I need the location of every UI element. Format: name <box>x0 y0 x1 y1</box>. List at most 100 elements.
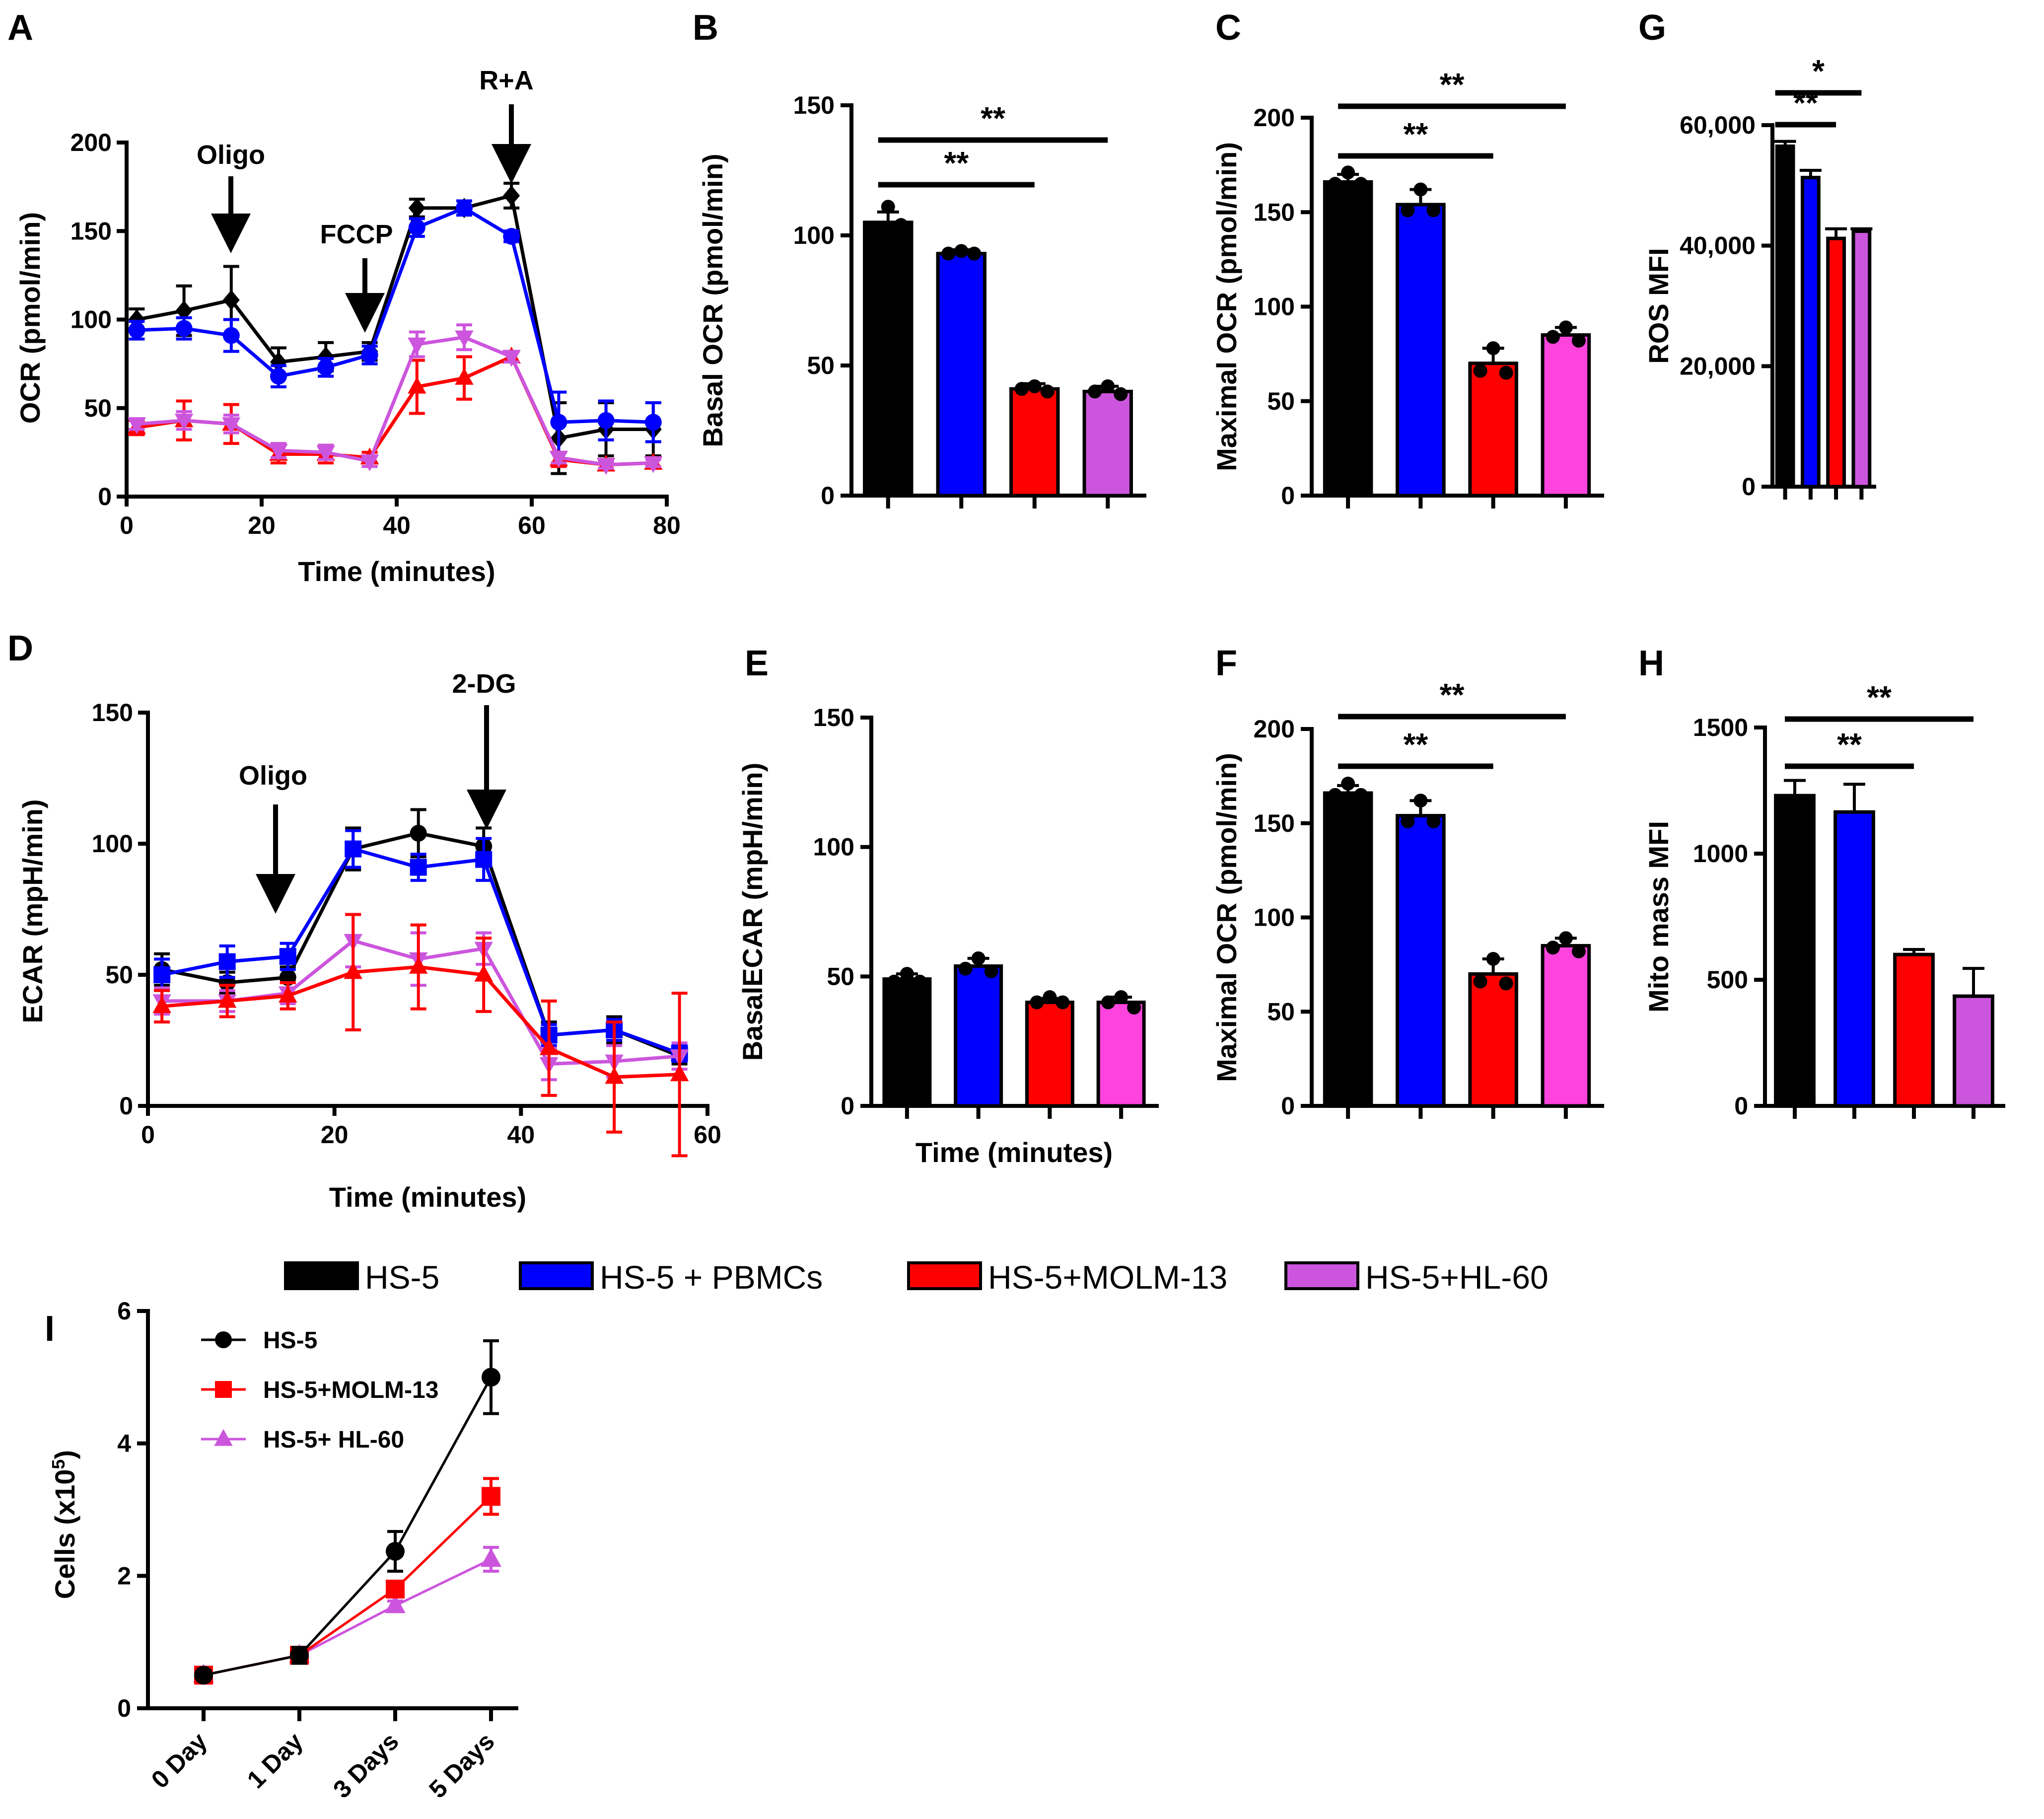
legend-label: HS-5+ HL-60 <box>263 1427 404 1453</box>
bar-hs-5-hl-60 <box>1082 389 1133 498</box>
y-axis-label: Basal OCR (pmol/min) <box>697 153 728 447</box>
y-tick-label: 0 <box>841 1092 854 1120</box>
legend-marker <box>215 1331 232 1348</box>
panel-label-h: H <box>1638 644 1664 683</box>
replicate-point <box>1027 379 1042 393</box>
replicate-point <box>1341 777 1355 791</box>
replicate-point <box>1354 788 1368 802</box>
bar-hs-5-pbmcs <box>1833 810 1875 1108</box>
data-point <box>279 948 296 965</box>
significance-label: ** <box>1403 116 1428 152</box>
y-tick-label: 2 <box>117 1562 131 1590</box>
significance-label: ** <box>981 100 1005 136</box>
replicate-point <box>971 951 986 965</box>
x-tick-label: 0 <box>141 1121 155 1149</box>
significance-label: ** <box>1403 727 1428 762</box>
data-point <box>316 445 335 463</box>
data-point <box>222 417 241 435</box>
bar-hs-5-hl-60 <box>1541 944 1591 1108</box>
bar-hs-5 <box>1323 180 1373 498</box>
replicate-point <box>1328 177 1342 191</box>
y-tick-label: 100 <box>813 833 854 861</box>
series-line <box>136 354 653 467</box>
y-axis-label: Maximal OCR (pmol/min) <box>1211 753 1242 1082</box>
x-tick-label: 60 <box>694 1121 721 1149</box>
bar-hs-5-molm-13 <box>1468 362 1518 498</box>
replicate-point <box>941 246 956 261</box>
replicate-point <box>1473 974 1487 989</box>
data-point <box>408 219 425 236</box>
annotation-label: R+A <box>479 66 534 95</box>
y-tick-label: 0 <box>1734 1092 1748 1120</box>
data-point <box>153 966 171 983</box>
replicate-point <box>1413 794 1428 808</box>
bar-hs-5-hl-60 <box>1541 333 1591 498</box>
replicate-point <box>1354 177 1368 191</box>
error-bar <box>1774 140 1796 146</box>
y-tick-label: 100 <box>793 221 835 249</box>
y-tick-label: 50 <box>84 394 112 422</box>
data-point <box>605 1067 624 1084</box>
replicate-point <box>881 200 895 214</box>
data-point <box>597 412 615 429</box>
y-axis-label: Cells (x105) <box>48 1450 81 1599</box>
bar-hs-5-molm-13 <box>1009 387 1060 498</box>
series-line <box>203 1495 492 1676</box>
data-point <box>222 290 240 310</box>
data-point <box>502 350 521 367</box>
significance-label: ** <box>1837 727 1862 762</box>
replicate-point <box>1014 382 1029 396</box>
data-point <box>482 1487 500 1506</box>
y-tick-label: 0 <box>1281 1092 1295 1120</box>
series-line <box>203 1377 493 1676</box>
bar-hs-5-hl-60 <box>1096 1000 1146 1108</box>
y-tick-label: 100 <box>92 830 133 858</box>
panel-h-mito-mass: 0 500 1000 1500 Mito mass MFI **** <box>1643 679 2005 1120</box>
series-hs-5-pbmcs <box>128 199 662 454</box>
panel-c-maximal-ocr: 0 50 100 150 200 Maximal OCR (pmol/min) ** ** <box>1211 67 1604 509</box>
panel-f-maximal-ocr: 0 50 100 150 200 Maximal OCR (pmol/min) ** ** <box>1211 677 1604 1120</box>
annotation-label: Oligo <box>197 140 265 170</box>
data-point <box>127 417 146 435</box>
data-point <box>290 1646 309 1665</box>
data-point <box>408 337 426 355</box>
x-tick-label: 5 Days <box>423 1727 500 1804</box>
replicate-point <box>900 967 914 981</box>
bar-hs-5 <box>882 977 932 1108</box>
data-point <box>455 367 474 385</box>
replicate-point <box>894 218 908 232</box>
replicate-point <box>1426 203 1441 218</box>
axes <box>146 1309 518 1710</box>
series-line <box>137 335 653 467</box>
series-hs-5-molm-13 <box>152 913 689 1158</box>
data-point <box>175 320 193 337</box>
replicate-point <box>1499 365 1513 380</box>
y-tick-label: 20,000 <box>1680 352 1756 380</box>
legend-label: HS-5+MOLM-13 <box>263 1377 438 1403</box>
series-hs-5-molm-13 <box>194 1477 500 1685</box>
annotation-label: FCCP <box>320 219 393 249</box>
data-point <box>475 851 493 868</box>
bar-hs-5-molm-13 <box>1468 972 1518 1108</box>
data-point <box>596 458 616 475</box>
y-tick-label: 200 <box>70 129 112 156</box>
replicate-point <box>1101 995 1116 1010</box>
replicate-point <box>1043 990 1057 1005</box>
x-tick-label: 80 <box>653 511 681 539</box>
x-axis-label: Time (minutes) <box>916 1137 1113 1168</box>
y-tick-label: 100 <box>1254 904 1295 932</box>
y-tick-label: 1000 <box>1693 840 1748 868</box>
annotation-label: 2-DG <box>452 669 516 699</box>
y-tick-label: 50 <box>827 962 854 990</box>
bar-hs-5-hl-60 <box>1851 229 1872 489</box>
y-tick-label: 0 <box>98 483 112 510</box>
data-point <box>409 956 428 974</box>
y-tick-label: 200 <box>1254 715 1295 743</box>
replicate-point <box>967 246 982 261</box>
axes <box>146 711 709 1108</box>
replicate-point <box>1571 333 1586 348</box>
x-tick-label: 20 <box>321 1121 349 1149</box>
significance-label: ** <box>944 145 969 181</box>
